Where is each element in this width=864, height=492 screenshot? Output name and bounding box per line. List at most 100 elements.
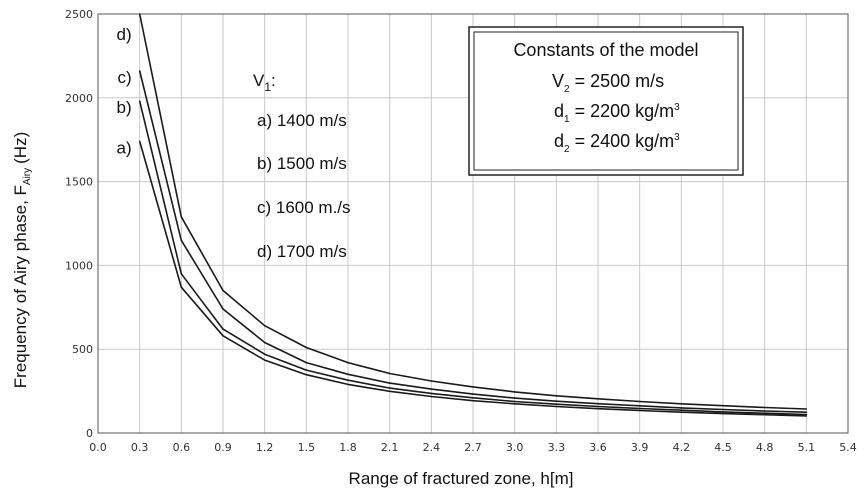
data-point xyxy=(597,398,599,400)
v1-heading: V1: xyxy=(253,71,276,94)
y-tick-label: 1000 xyxy=(65,259,93,272)
v2-main: V xyxy=(552,71,564,91)
data-point xyxy=(763,406,766,409)
constants-d2: d2 = 2400 kg/m3 xyxy=(554,131,680,155)
data-point xyxy=(680,409,683,412)
data-point xyxy=(680,407,683,409)
x-tick-label: 2.4 xyxy=(423,441,441,454)
constants-title: Constants of the model xyxy=(513,40,698,60)
data-point xyxy=(722,411,724,413)
data-point xyxy=(805,415,808,417)
tick-labels: 0.0 0.3 0.6 0.9 1.2 1.5 1.8 2.1 2.4 2.7 3.0 3.3 3.6 3… xyxy=(65,8,857,454)
data-point xyxy=(222,308,224,310)
data-point xyxy=(347,361,349,364)
data-point xyxy=(555,405,558,408)
data-point xyxy=(347,383,349,386)
series-label-b: b) xyxy=(117,98,132,117)
x-tick-label: 2.1 xyxy=(381,441,399,454)
y-axis-title-main: Frequency of Airy phase, F xyxy=(11,185,30,388)
data-point xyxy=(138,13,141,15)
data-point xyxy=(388,390,391,393)
data-point xyxy=(722,404,724,407)
v1-line-b: b) 1500 m/s xyxy=(257,154,347,173)
d2-sub: 2 xyxy=(564,144,570,155)
y-axis-title-unit: (Hz) xyxy=(11,132,30,164)
constants-box-outer xyxy=(468,26,744,176)
data-point xyxy=(430,392,433,395)
data-point xyxy=(138,70,141,72)
v1-line-c: c) 1600 m./s xyxy=(257,198,351,217)
data-point xyxy=(805,413,808,416)
data-point xyxy=(305,361,308,364)
data-point xyxy=(472,386,474,388)
data-point xyxy=(347,379,349,382)
data-point xyxy=(597,405,599,408)
data-point xyxy=(222,335,224,337)
series-label-c: c) xyxy=(117,68,131,87)
data-point xyxy=(555,403,558,406)
x-tick-label: 0.9 xyxy=(214,441,232,454)
data-point xyxy=(513,391,516,393)
data-point xyxy=(763,412,766,415)
d2-sup: 3 xyxy=(674,132,680,143)
x-tick-label: 0.3 xyxy=(131,441,149,454)
series-group xyxy=(138,13,808,417)
data-point xyxy=(638,409,641,412)
data-point xyxy=(180,286,183,289)
data-point xyxy=(222,289,224,292)
data-point xyxy=(805,411,808,414)
data-point xyxy=(430,380,433,382)
x-tick-label: 1.5 xyxy=(298,441,316,454)
constants-v2: V2 = 2500 m/s xyxy=(552,71,664,95)
data-point xyxy=(680,403,683,405)
data-point xyxy=(138,140,141,143)
data-point xyxy=(222,328,224,330)
data-point xyxy=(305,373,308,376)
x-tick-label: 0.0 xyxy=(89,441,107,454)
data-point xyxy=(472,399,474,402)
data-point xyxy=(597,402,599,405)
data-point xyxy=(722,412,724,415)
data-point xyxy=(138,100,141,102)
y-tick-label: 2000 xyxy=(65,92,93,105)
data-point xyxy=(472,397,474,399)
x-tick-label: 3.9 xyxy=(631,441,649,454)
series-label-a: a) xyxy=(117,138,132,157)
data-point xyxy=(805,408,808,410)
data-point xyxy=(513,397,516,399)
d2-main: d xyxy=(554,131,564,151)
data-point xyxy=(555,395,558,397)
y-axis-title-sub: Airy xyxy=(22,168,33,185)
series-label-d: d) xyxy=(117,25,132,44)
data-point xyxy=(388,387,391,389)
data-point xyxy=(263,341,266,344)
x-tick-label: 4.8 xyxy=(756,441,774,454)
y-tick-label: 500 xyxy=(72,343,93,356)
data-point xyxy=(180,239,183,242)
data-point xyxy=(347,373,349,376)
data-point xyxy=(472,393,474,395)
d1-sup: 3 xyxy=(674,102,680,113)
x-tick-label: 4.5 xyxy=(714,441,732,454)
data-point xyxy=(388,382,391,384)
v1-line-a: a) 1400 m/s xyxy=(257,111,347,130)
x-tick-label: 3.3 xyxy=(548,441,566,454)
axes xyxy=(97,13,849,434)
constants-box: Constants of the model V2 = 2500 m/s d1 … xyxy=(468,26,744,176)
y-axis-title: Frequency of Airy phase, FAiry (Hz) xyxy=(11,132,33,389)
plot-frame xyxy=(97,13,849,434)
v1-colon: : xyxy=(271,71,276,90)
d1-rest: = 2200 kg/m xyxy=(570,101,675,121)
data-point xyxy=(388,372,391,375)
x-tick-label: 1.8 xyxy=(339,441,357,454)
y-tick-label: 1500 xyxy=(65,176,93,189)
x-tick-label: 5.4 xyxy=(839,441,857,454)
data-point xyxy=(763,410,766,412)
v1-sub: 1 xyxy=(264,80,271,94)
data-point xyxy=(638,407,641,410)
data-point xyxy=(513,403,516,405)
constants-d1: d1 = 2200 kg/m3 xyxy=(554,101,680,125)
data-point xyxy=(180,273,183,275)
y-tick-label: 2500 xyxy=(65,8,93,21)
d1-sub: 1 xyxy=(564,114,570,125)
